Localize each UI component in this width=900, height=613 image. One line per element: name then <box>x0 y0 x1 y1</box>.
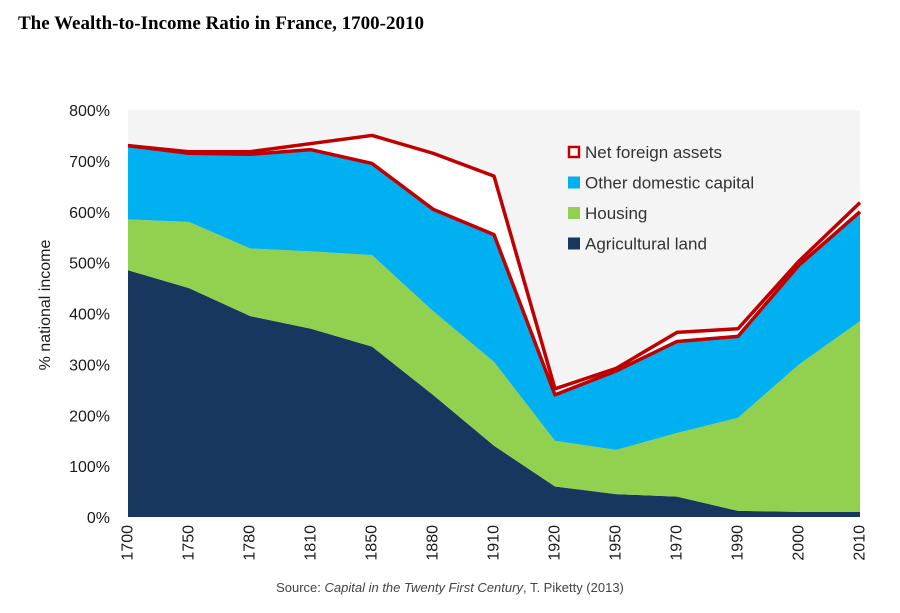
legend-label: Net foreign assets <box>585 143 722 162</box>
source-note: Source: Capital in the Twenty First Cent… <box>0 580 900 595</box>
y-tick-label: 200% <box>69 408 110 425</box>
y-tick-label: 400% <box>69 307 110 324</box>
x-tick-label: 1950 <box>608 525 625 561</box>
x-tick-label: 1970 <box>669 525 686 561</box>
x-tick-label: 1750 <box>181 525 198 561</box>
y-tick-label: 300% <box>69 357 110 374</box>
legend-item-housing: Housing <box>568 204 647 223</box>
legend-item-other-domestic-capital: Other domestic capital <box>568 174 754 193</box>
chart-title: The Wealth-to-Income Ratio in France, 17… <box>18 13 424 34</box>
source-work: Capital in the Twenty First Century <box>324 580 523 595</box>
x-tick-label: 1700 <box>120 525 137 561</box>
y-tick-label: 0% <box>87 510 110 527</box>
x-tick-label: 1920 <box>547 525 564 561</box>
area-other-domestic-capital <box>128 145 860 450</box>
legend-swatch <box>568 176 580 189</box>
legend-label: Agricultural land <box>585 235 707 254</box>
legend-swatch <box>567 145 581 159</box>
x-tick-label: 1850 <box>364 525 381 561</box>
legend-label: Other domestic capital <box>585 174 754 193</box>
y-tick-label: 700% <box>69 154 110 171</box>
x-tick-label: 1810 <box>303 525 320 561</box>
x-tick-label: 2010 <box>852 525 869 561</box>
x-tick-label: 1910 <box>486 525 503 561</box>
legend-label: Housing <box>585 204 647 223</box>
area-net-foreign-assets <box>128 135 860 395</box>
line-net-foreign-assets-lower <box>127 143 862 397</box>
legend-item-net-foreign-assets: Net foreign assets <box>567 143 722 162</box>
legend-swatch <box>568 237 580 250</box>
legend-item-agricultural-land: Agricultural land <box>568 235 707 254</box>
x-tick-label: 1780 <box>242 525 259 561</box>
y-tick-label: 800% <box>69 103 110 120</box>
line-net-foreign-assets-upper <box>127 133 862 391</box>
y-tick-label: 600% <box>69 205 110 222</box>
x-tick-label: 1880 <box>425 525 442 561</box>
y-tick-label: 100% <box>69 459 110 476</box>
y-tick-label: 500% <box>69 256 110 273</box>
y-axis-title: % national income <box>37 240 54 371</box>
legend-swatch <box>568 207 580 219</box>
area-agricultural-land <box>128 270 860 517</box>
area-housing <box>128 219 860 512</box>
x-tick-label: 1990 <box>730 525 747 561</box>
x-tick-label: 2000 <box>791 525 808 561</box>
source-suffix: , T. Piketty (2013) <box>522 580 624 595</box>
source-prefix: Source: <box>276 580 325 595</box>
